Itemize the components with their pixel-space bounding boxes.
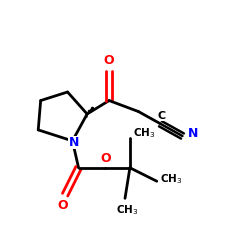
Text: O: O (100, 152, 111, 164)
Text: CH$_3$: CH$_3$ (116, 203, 139, 217)
Text: O: O (104, 54, 115, 67)
Text: CH$_3$: CH$_3$ (160, 172, 183, 186)
Text: N: N (68, 136, 79, 148)
Text: N: N (188, 127, 198, 140)
Text: CH$_3$: CH$_3$ (133, 127, 156, 140)
Text: O: O (57, 199, 68, 212)
Text: C: C (158, 112, 166, 122)
